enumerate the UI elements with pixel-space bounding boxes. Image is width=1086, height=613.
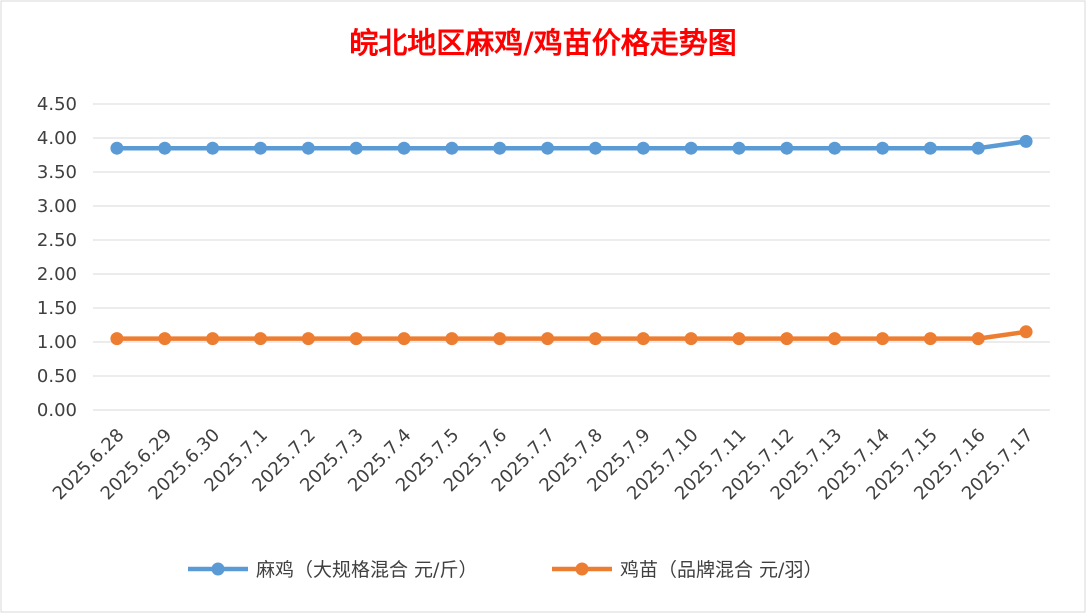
data-point	[924, 142, 937, 155]
data-point	[445, 142, 458, 155]
data-point	[110, 142, 123, 155]
data-point	[972, 142, 985, 155]
data-point	[924, 332, 937, 345]
data-point	[302, 142, 315, 155]
data-point	[350, 332, 363, 345]
y-tick-label: 4.50	[37, 94, 77, 115]
y-tick-label: 2.00	[37, 264, 77, 285]
chart-title: 皖北地区麻鸡/鸡苗价格走势图	[349, 26, 737, 60]
legend-label: 鸡苗（品牌混合 元/羽）	[620, 559, 822, 581]
data-point	[398, 142, 411, 155]
data-point	[158, 142, 171, 155]
data-point	[541, 332, 554, 345]
data-point	[493, 332, 506, 345]
data-point	[732, 142, 745, 155]
data-point	[972, 332, 985, 345]
data-point	[445, 332, 458, 345]
data-point	[685, 332, 698, 345]
legend-marker	[576, 563, 589, 576]
legend-label: 麻鸡（大规格混合 元/斤）	[256, 559, 477, 581]
data-point	[589, 142, 602, 155]
data-point	[254, 142, 267, 155]
data-point	[254, 332, 267, 345]
y-tick-label: 1.50	[37, 298, 77, 319]
data-point	[1020, 135, 1033, 148]
data-point	[589, 332, 602, 345]
y-tick-label: 4.00	[37, 128, 77, 149]
data-point	[732, 332, 745, 345]
data-point	[637, 332, 650, 345]
data-point	[685, 142, 698, 155]
data-point	[1020, 325, 1033, 338]
y-tick-label: 1.00	[37, 332, 77, 353]
y-tick-label: 3.00	[37, 196, 77, 217]
data-point	[206, 142, 219, 155]
data-point	[637, 142, 650, 155]
data-point	[780, 142, 793, 155]
data-point	[493, 142, 506, 155]
data-point	[828, 332, 841, 345]
data-point	[780, 332, 793, 345]
data-point	[876, 332, 889, 345]
data-point	[206, 332, 219, 345]
data-point	[828, 142, 841, 155]
data-point	[158, 332, 171, 345]
data-point	[541, 142, 554, 155]
y-tick-label: 0.50	[37, 366, 77, 387]
y-tick-label: 3.50	[37, 162, 77, 183]
y-tick-label: 2.50	[37, 230, 77, 251]
data-point	[398, 332, 411, 345]
legend-marker	[212, 563, 225, 576]
data-point	[876, 142, 889, 155]
data-point	[110, 332, 123, 345]
data-point	[350, 142, 363, 155]
y-tick-label: 0.00	[37, 400, 77, 421]
data-point	[302, 332, 315, 345]
